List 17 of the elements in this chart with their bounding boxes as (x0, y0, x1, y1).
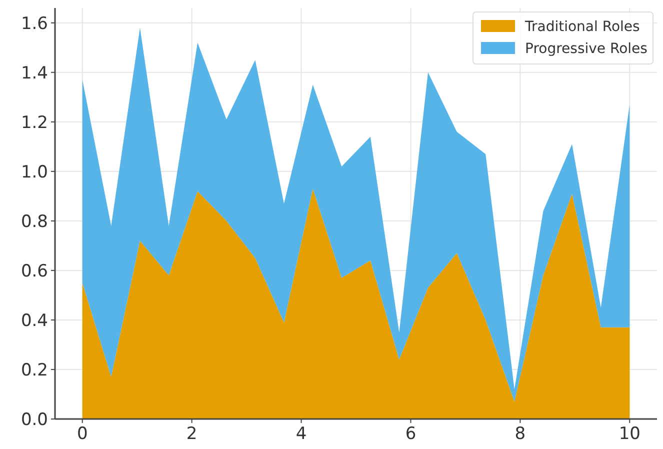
x-tick-label: 6 (405, 424, 416, 444)
x-tick-label: 8 (514, 424, 526, 444)
x-tick-label: 2 (186, 424, 198, 444)
y-tick-label: 0.4 (20, 310, 48, 331)
y-tick-label: 0.2 (20, 360, 48, 380)
y-tick-label: 1.6 (20, 14, 48, 34)
y-tick-label: 0.8 (20, 212, 48, 232)
y-tick-label: 0.6 (20, 261, 48, 282)
y-tick-label: 1.4 (20, 63, 48, 84)
x-tick-label: 0 (76, 424, 88, 444)
y-tick-label: 0.0 (20, 410, 48, 430)
x-tick-label: 10 (618, 424, 640, 444)
y-tick-label: 1.0 (20, 162, 48, 182)
x-tick-label: 4 (296, 424, 307, 444)
legend-label: Traditional Roles (524, 18, 640, 35)
legend-label: Progressive Roles (525, 40, 648, 57)
y-tick-label: 1.2 (20, 112, 48, 133)
